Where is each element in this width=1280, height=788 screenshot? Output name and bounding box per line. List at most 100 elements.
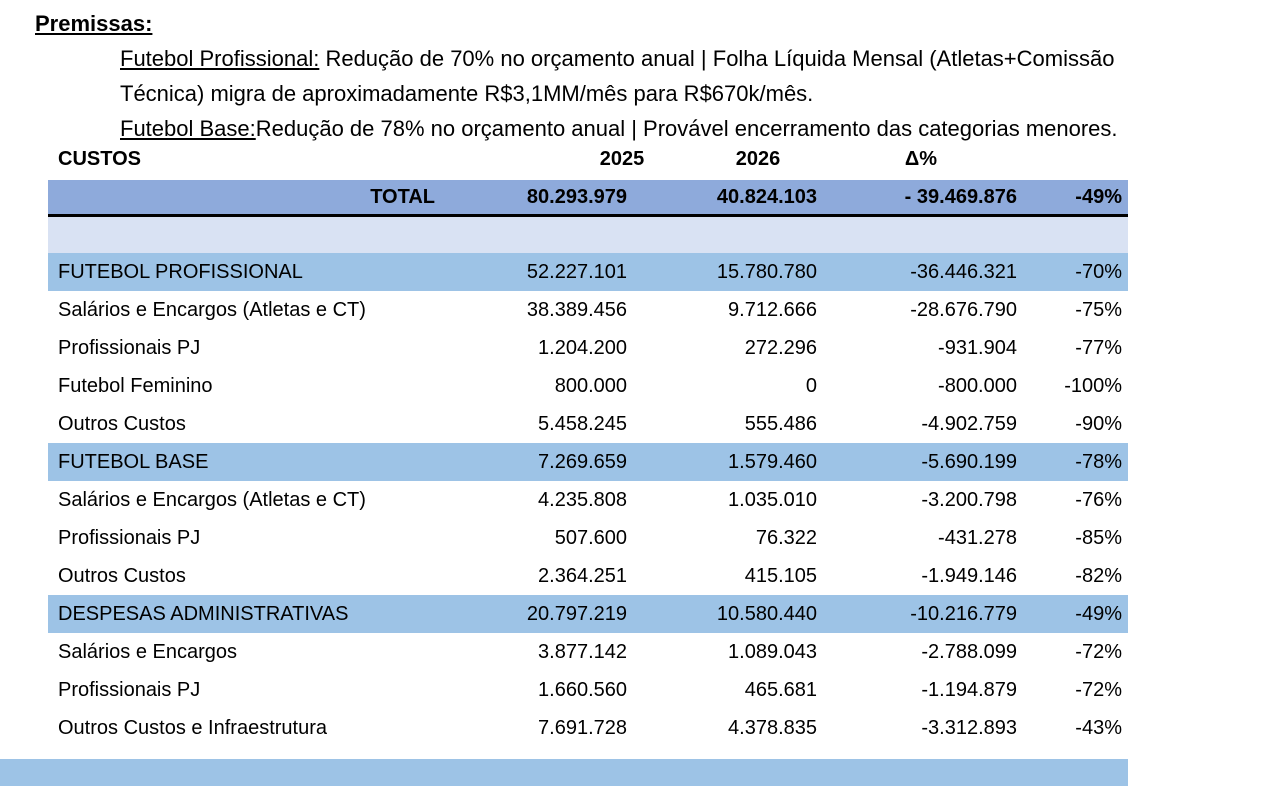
cell-pct: -70% xyxy=(1075,260,1122,283)
total-row: TOTAL 80.293.979 40.824.103 - 39.469.876… xyxy=(48,180,1128,217)
cell-2025: 52.227.101 xyxy=(526,260,627,283)
cell-pct: -43% xyxy=(1075,716,1122,739)
premissas-block: Premissas: Futebol Profissional: Redução… xyxy=(35,6,1118,146)
cell-pct: -82% xyxy=(1075,564,1122,587)
premissas-title: Premissas: xyxy=(35,6,1118,41)
row-label: FUTEBOL BASE xyxy=(58,450,209,473)
total-label: TOTAL xyxy=(370,185,435,208)
premissas-title-text: Premissas: xyxy=(35,11,153,36)
cell-2026: 4.378.835 xyxy=(728,716,817,739)
row-label: Salários e Encargos (Atletas e CT) xyxy=(58,298,366,321)
cell-delta: -4.902.759 xyxy=(921,412,1017,435)
cell-2025: 38.389.456 xyxy=(526,298,627,321)
section-row: DESPESAS ADMINISTRATIVAS 20.797.219 10.580… xyxy=(48,595,1128,633)
cell-2026: 9.712.666 xyxy=(728,298,817,321)
premissa-prof-text-2: Técnica) migra de aproximadamente R$3,1M… xyxy=(120,81,814,106)
cell-delta: -800.000 xyxy=(938,374,1017,397)
row-label: Salários e Encargos (Atletas e CT) xyxy=(58,488,366,511)
total-2025: 80.293.979 xyxy=(526,185,627,208)
cell-2025: 2.364.251 xyxy=(538,564,627,587)
table-header-row: CUSTOS 2025 2026 Δ% xyxy=(48,142,1128,180)
section-row: FUTEBOL PROFISSIONAL 52.227.101 15.780.780… xyxy=(48,253,1128,291)
cell-pct: -72% xyxy=(1075,678,1122,701)
total-2026: 40.824.103 xyxy=(716,185,817,208)
header-delta-pct: Δ% xyxy=(904,148,938,170)
row-label: Profissionais PJ xyxy=(58,526,201,549)
row-label: Outros Custos xyxy=(58,564,186,587)
item-row: Profissionais PJ 1.660.560 465.681 -1.194.8… xyxy=(48,671,1128,709)
cell-pct: -49% xyxy=(1075,602,1122,625)
cell-2025: 4.235.808 xyxy=(538,488,627,511)
premissa-futebol-profissional: Futebol Profissional: Redução de 70% no … xyxy=(120,41,1118,76)
cell-2026: 415.105 xyxy=(744,564,817,587)
row-label: Outros Custos e Infraestrutura xyxy=(58,716,328,739)
cell-delta: -3.200.798 xyxy=(921,488,1017,511)
item-row: Profissionais PJ 507.600 76.322 -431.278 -85… xyxy=(48,519,1128,557)
cell-delta: -10.216.779 xyxy=(910,602,1017,625)
cell-delta: -1.194.879 xyxy=(921,678,1017,701)
row-label: Profissionais PJ xyxy=(58,678,201,701)
premissa-base-label: Futebol Base: xyxy=(120,116,256,141)
cell-pct: -75% xyxy=(1075,298,1122,321)
cell-pct: -78% xyxy=(1075,450,1122,473)
cell-delta: -1.949.146 xyxy=(921,564,1017,587)
cell-pct: -90% xyxy=(1075,412,1122,435)
item-row: Futebol Feminino 800.000 0 -800.000 -100% xyxy=(48,367,1128,405)
row-label: Outros Custos xyxy=(58,412,186,435)
header-2025: 2025 xyxy=(599,148,645,170)
cell-delta: -3.312.893 xyxy=(921,716,1017,739)
cell-2025: 20.797.219 xyxy=(526,602,627,625)
premissa-prof-label: Futebol Profissional: xyxy=(120,46,320,71)
row-label: Salários e Encargos xyxy=(58,640,237,663)
premissa-futebol-base: Futebol Base:Redução de 78% no orçamento… xyxy=(120,111,1118,146)
cell-pct: -77% xyxy=(1075,336,1122,359)
cell-2025: 3.877.142 xyxy=(538,640,627,663)
premissa-base-text: Redução de 78% no orçamento anual | Prov… xyxy=(255,116,1118,141)
cell-2026: 1.089.043 xyxy=(728,640,817,663)
row-label: Futebol Feminino xyxy=(58,374,213,397)
cell-2026: 555.486 xyxy=(744,412,817,435)
cell-2025: 7.269.659 xyxy=(538,450,627,473)
table-body: FUTEBOL PROFISSIONAL 52.227.101 15.780.780… xyxy=(48,253,1128,747)
cell-2025: 1.660.560 xyxy=(538,678,627,701)
cell-2025: 5.458.245 xyxy=(538,412,627,435)
cell-delta: -931.904 xyxy=(938,336,1017,359)
cell-2026: 10.580.440 xyxy=(716,602,817,625)
cell-2026: 272.296 xyxy=(744,336,817,359)
total-delta: - 39.469.876 xyxy=(904,185,1017,208)
cell-pct: -72% xyxy=(1075,640,1122,663)
cell-delta: -431.278 xyxy=(938,526,1017,549)
cell-pct: -76% xyxy=(1075,488,1122,511)
total-pct: -49% xyxy=(1075,185,1122,208)
cell-2026: 15.780.780 xyxy=(716,260,817,283)
row-label: DESPESAS ADMINISTRATIVAS xyxy=(58,602,349,625)
costs-table: CUSTOS 2025 2026 Δ% TOTAL 80.293.979 40.… xyxy=(48,142,1128,747)
empty-row xyxy=(48,217,1128,253)
cell-delta: -36.446.321 xyxy=(910,260,1017,283)
item-row: Salários e Encargos (Atletas e CT) 38.389… xyxy=(48,291,1128,329)
cell-delta: -28.676.790 xyxy=(910,298,1017,321)
cell-2026: 465.681 xyxy=(744,678,817,701)
section-row: FUTEBOL BASE 7.269.659 1.579.460 -5.690.199… xyxy=(48,443,1128,481)
item-row: Outros Custos 2.364.251 415.105 -1.949.146 -… xyxy=(48,557,1128,595)
cell-2025: 1.204.200 xyxy=(538,336,627,359)
bottom-partial-row xyxy=(0,759,1128,786)
cell-delta: -2.788.099 xyxy=(921,640,1017,663)
cell-2026: 76.322 xyxy=(755,526,817,549)
item-row: Outros Custos e Infraestrutura 7.691.728 4… xyxy=(48,709,1128,747)
cell-2026: 1.579.460 xyxy=(728,450,817,473)
cell-pct: -85% xyxy=(1075,526,1122,549)
item-row: Outros Custos 5.458.245 555.486 -4.902.759 -… xyxy=(48,405,1128,443)
premissa-prof-text: Redução de 70% no orçamento anual | Folh… xyxy=(319,46,1115,71)
header-custos: CUSTOS xyxy=(58,148,141,170)
cell-delta: -5.690.199 xyxy=(921,450,1017,473)
item-row: Salários e Encargos (Atletas e CT) 4.235.… xyxy=(48,481,1128,519)
header-2026: 2026 xyxy=(735,148,781,170)
item-row: Salários e Encargos 3.877.142 1.089.043 -2.… xyxy=(48,633,1128,671)
cell-2025: 7.691.728 xyxy=(538,716,627,739)
row-label: Profissionais PJ xyxy=(58,336,201,359)
row-label: FUTEBOL PROFISSIONAL xyxy=(58,260,303,283)
cell-pct: -100% xyxy=(1064,374,1122,397)
premissa-prof-continuation: Técnica) migra de aproximadamente R$3,1M… xyxy=(120,76,1118,111)
cell-2025: 507.600 xyxy=(554,526,627,549)
